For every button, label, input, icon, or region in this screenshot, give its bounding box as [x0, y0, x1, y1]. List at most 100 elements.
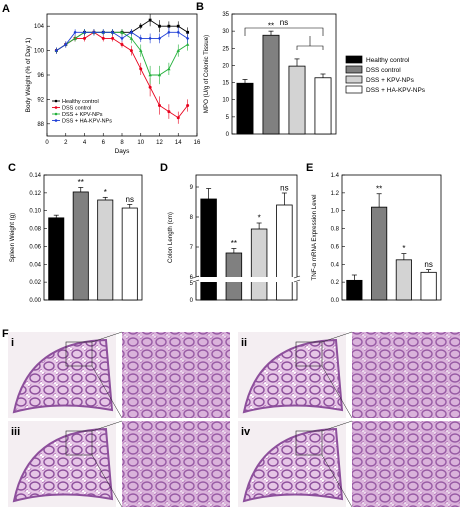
- bar: [236, 82, 254, 135]
- significance-label: **: [78, 178, 84, 187]
- data-point: [186, 36, 190, 41]
- zoom-connector: [321, 365, 353, 419]
- panel-letter-f: F: [2, 328, 9, 340]
- micrograph-zoom: [352, 332, 460, 418]
- panel-letter: E: [306, 162, 313, 174]
- axis-break-mark: [192, 275, 200, 279]
- tissue-section: [12, 338, 114, 414]
- panel-b: B 0 5 10 15 20 25 30 35 MPO (U/g of Colonic Tissu…: [196, 1, 337, 138]
- y-tick-label: 0.02: [29, 280, 41, 286]
- bar: [48, 217, 65, 301]
- y-axis-label: TNF-α mRNA Expression Level: [311, 194, 318, 280]
- plot-frame: [195, 174, 298, 301]
- legend-marker: [54, 99, 58, 103]
- y-tick-label: 0.04: [29, 262, 41, 268]
- zoom-region-box: [295, 430, 323, 456]
- data-point: [148, 36, 152, 41]
- zoom-connector: [91, 454, 123, 508]
- y-tick-label: 88: [37, 122, 44, 128]
- legend-marker: [54, 106, 58, 109]
- y-tick-label: 9: [190, 185, 194, 191]
- bar: [346, 279, 363, 301]
- y-tick-label: 0.4: [331, 262, 340, 268]
- zoom-connector: [91, 365, 123, 419]
- bar: [420, 271, 437, 301]
- data-point: [139, 67, 143, 71]
- data-point: [158, 104, 161, 107]
- data-point: [176, 30, 180, 35]
- data-point: [129, 30, 133, 35]
- data-point: [83, 36, 86, 40]
- x-tick-label: 16: [194, 140, 201, 146]
- bar: [225, 252, 243, 301]
- significance-label: ns: [126, 195, 134, 204]
- y-tick-label: 104: [34, 24, 45, 30]
- bar: [250, 228, 268, 301]
- y-tick-label: 10: [222, 98, 229, 104]
- legend-swatch: [345, 85, 363, 94]
- zoom-connector: [321, 331, 353, 343]
- data-point: [82, 30, 87, 35]
- data-point: [139, 48, 143, 52]
- data-point: [129, 49, 133, 53]
- zoom-region-box: [65, 430, 93, 456]
- y-tick-label: 0.8: [331, 227, 340, 233]
- data-point: [111, 36, 115, 40]
- data-point: [186, 104, 190, 107]
- y-axis-label: Spleen Weight (g): [9, 213, 16, 262]
- micrograph-zoom-tint: [122, 332, 230, 418]
- zoom-region-box: [295, 341, 323, 367]
- tissue-section: [242, 427, 344, 503]
- y-tick-label: 0: [190, 298, 194, 304]
- x-tick-label: 12: [156, 140, 163, 146]
- legend-label: DSS control: [62, 106, 91, 112]
- data-point: [167, 110, 171, 114]
- x-axis-label: Days: [115, 148, 131, 155]
- data-point: [92, 30, 96, 35]
- x-tick-label: 4: [83, 140, 87, 146]
- x-tick-label: 0: [45, 140, 49, 146]
- data-point: [111, 30, 115, 35]
- panel-letter: D: [160, 162, 168, 174]
- panel-letter-a: A: [2, 3, 10, 15]
- x-tick-label: 6: [102, 140, 106, 146]
- legend-label: Healthy control: [366, 57, 410, 64]
- micrograph-zoom-tint: [122, 421, 230, 507]
- data-point: [167, 24, 171, 28]
- bar: [200, 198, 217, 301]
- data-point: [54, 48, 58, 53]
- data-point: [186, 30, 190, 34]
- data-point: [185, 42, 190, 46]
- panel-letter: C: [8, 162, 16, 174]
- data-point: [167, 67, 171, 71]
- micrograph-zoom: [352, 421, 460, 507]
- bar: [276, 204, 293, 301]
- plot-frame: [341, 174, 442, 301]
- y-axis-label: Colon Length (cm): [167, 212, 174, 263]
- y-tick-label: 0.06: [29, 244, 41, 250]
- bar: [395, 259, 412, 301]
- data-point: [176, 24, 180, 28]
- zoom-connector: [321, 454, 353, 508]
- panel-c: C 0.00 0.02 0.04 0.06 0.08 0.10 0.12 0.14 Spleen …: [8, 162, 143, 304]
- y-tick-label: 15: [222, 81, 229, 87]
- tissue-section: [242, 338, 344, 414]
- data-point: [148, 85, 152, 89]
- legend-swatch: [345, 65, 363, 74]
- legend-swatch: [345, 75, 363, 84]
- significance-label: **: [231, 239, 237, 248]
- legend-label: DSS + KPV-NPs: [366, 77, 415, 84]
- bar: [121, 207, 138, 301]
- zoom-connector: [321, 420, 353, 432]
- y-tick-label: 5: [190, 281, 194, 287]
- zoom-connector: [91, 331, 123, 343]
- y-tick-label: 0: [226, 132, 230, 138]
- data-point: [167, 30, 171, 35]
- x-tick-label: 10: [137, 140, 144, 146]
- panel-e: E 0.0 0.2 0.4 0.6 0.8 1.0 1.2 1.4 TNF-α mRNA Expr…: [306, 162, 442, 304]
- significance-label: *: [104, 188, 107, 197]
- y-tick-label: 0.14: [29, 173, 41, 179]
- significance-label: *: [402, 244, 405, 253]
